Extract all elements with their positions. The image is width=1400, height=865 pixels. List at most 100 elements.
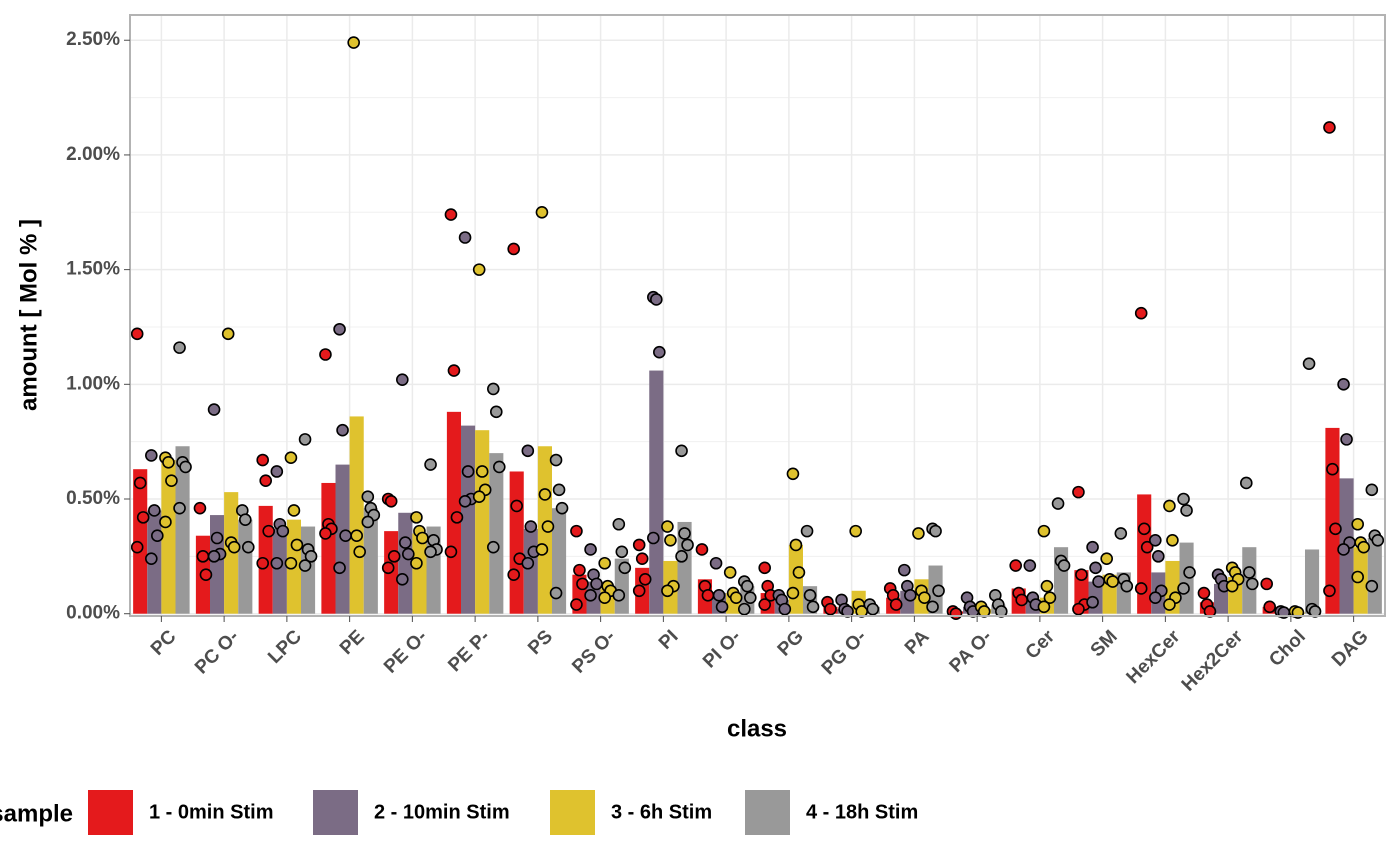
replicate-point [384, 495, 398, 508]
y-tick-label: 1.00% [66, 373, 120, 394]
replicate-point [1149, 534, 1162, 547]
replicate-point [898, 563, 911, 577]
replicate-point [661, 584, 674, 598]
replicate-point [1337, 543, 1350, 556]
replicate-point [507, 242, 520, 256]
y-axis-title: amount [ Mol % ] [15, 219, 42, 411]
replicate-point [227, 540, 241, 554]
replicate-point [598, 591, 611, 604]
replicate-point [926, 600, 939, 614]
bar [224, 492, 239, 614]
x-tick-label: PG [774, 626, 808, 660]
replicate-point [524, 520, 538, 533]
replicate-point [758, 598, 771, 611]
replicate-point [410, 556, 423, 570]
replicate-point [179, 460, 192, 474]
replicate-point [661, 520, 674, 533]
replicate-point [789, 538, 803, 552]
replicate-point [447, 364, 461, 377]
replicate-point [339, 529, 352, 543]
x-tick-label: PI O- [699, 626, 745, 672]
bar [1179, 542, 1194, 614]
replicate-point [612, 517, 626, 531]
replicate-point [193, 501, 207, 515]
replicate-point [490, 405, 503, 419]
replicate-point [1340, 433, 1353, 446]
replicate-point [1120, 579, 1134, 593]
replicate-point [424, 545, 437, 559]
replicate-point [709, 556, 723, 570]
replicate-point [210, 531, 224, 545]
x-tick-label: PS [524, 626, 557, 659]
replicate-point [284, 556, 298, 570]
replicate-point [1023, 559, 1037, 572]
replicate-point [336, 423, 349, 437]
legend: 1 - 0min Stim 2 - 10min Stim 3 - 6h Stim 4 … [88, 790, 918, 835]
marks [130, 36, 1385, 621]
replicate-point [1015, 593, 1028, 607]
bar [1137, 494, 1152, 614]
replicate-point [929, 524, 942, 538]
bar [489, 453, 504, 614]
replicate-point [242, 540, 255, 554]
replicate-point [1086, 540, 1099, 554]
replicate-point [1100, 552, 1113, 565]
replicate-point [650, 293, 663, 306]
x-tick-label: PG O- [818, 626, 871, 679]
replicate-point [675, 444, 688, 458]
replicate-point [1326, 462, 1339, 476]
bar [272, 528, 287, 614]
bar [1367, 538, 1382, 614]
replicate-point [1323, 584, 1336, 598]
replicate-point [806, 600, 820, 614]
replicate-point [507, 568, 520, 582]
replicate-point [632, 538, 646, 552]
replicate-point [681, 538, 694, 552]
replicate-point [1197, 586, 1211, 600]
replicate-point [1092, 575, 1105, 588]
replicate-point [1114, 527, 1128, 540]
replicate-point [1037, 524, 1051, 538]
bar [509, 471, 524, 614]
replicate-point [221, 327, 235, 341]
replicate-point [510, 499, 523, 513]
replicate-point [196, 550, 210, 563]
y-tick-label: 1.50% [66, 259, 120, 280]
replicate-point [207, 403, 221, 416]
replicate-point [647, 531, 660, 545]
replicate-point [361, 490, 375, 504]
replicate-point [1134, 306, 1148, 320]
replicate-point [1243, 566, 1256, 579]
replicate-point [701, 589, 715, 602]
replicate-point [1106, 575, 1119, 588]
replicate-point [319, 348, 332, 361]
legend-label: 2 - 10min Stim [374, 801, 510, 823]
y-tick-label: 0.00% [66, 603, 120, 624]
replicate-point [1365, 579, 1379, 593]
bar [788, 544, 803, 614]
replicate-point [1072, 485, 1085, 499]
x-tick-label: DAG [1328, 626, 1373, 671]
replicate-point [361, 515, 375, 529]
bar [321, 482, 336, 614]
replicate-point [521, 556, 535, 570]
replicate-point [472, 490, 486, 504]
replicate-point [173, 501, 186, 515]
replicate-point [1329, 522, 1342, 536]
replicate-point [270, 556, 284, 570]
replicate-point [136, 511, 150, 524]
bar [475, 430, 490, 614]
replicate-point [541, 520, 555, 533]
legend-label: 1 - 0min Stim [149, 801, 273, 823]
replicate-point [151, 529, 164, 543]
replicate-point [1043, 591, 1057, 604]
legend-key [550, 790, 595, 835]
replicate-point [1152, 550, 1165, 563]
replicate-point [824, 602, 837, 616]
replicate-point [402, 547, 415, 561]
replicate-point [786, 586, 800, 600]
replicate-point [458, 495, 472, 508]
replicate-point [319, 527, 332, 540]
replicate-point [570, 598, 583, 611]
x-tick-label: PE O- [380, 626, 431, 677]
